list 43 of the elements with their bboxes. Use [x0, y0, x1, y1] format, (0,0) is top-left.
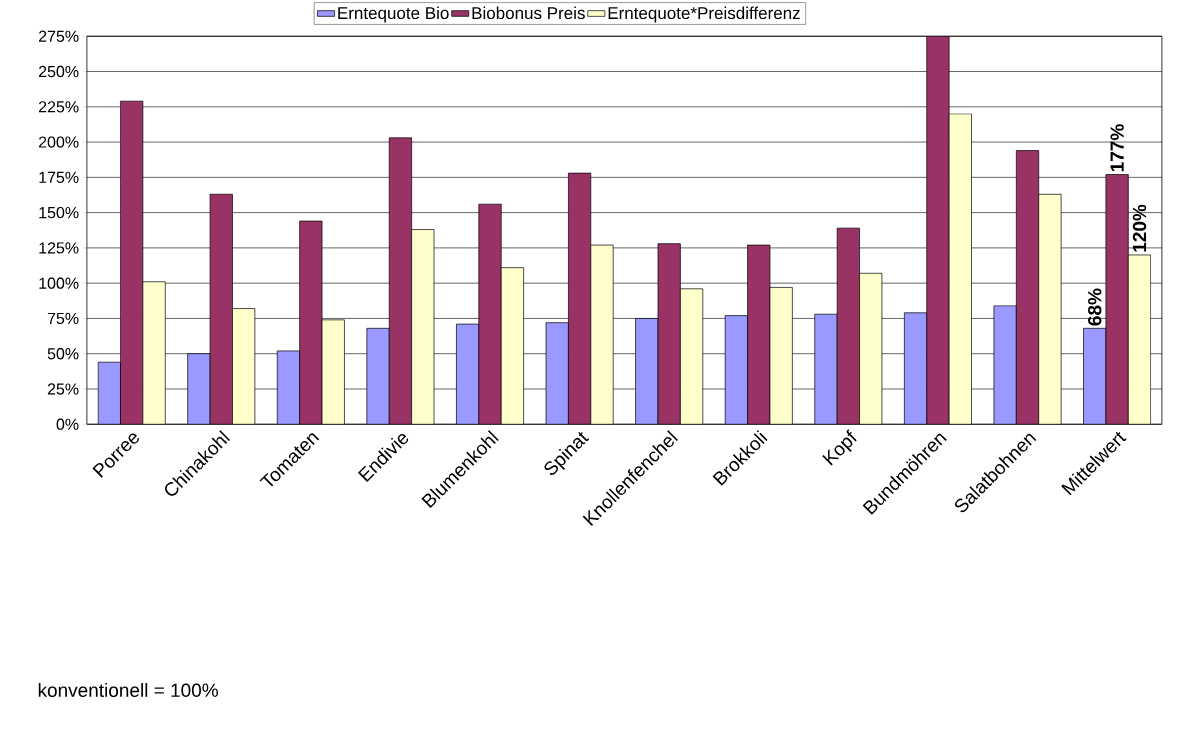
bar — [724, 315, 748, 425]
y-tick-label: 200% — [38, 136, 79, 148]
legend-label: Erntequote*Preisdifferenz — [608, 6, 800, 23]
y-tick-label: 100% — [39, 277, 79, 289]
bar — [545, 322, 569, 425]
bar — [657, 243, 681, 425]
legend-label: Biobonus Preis — [472, 6, 585, 20]
bar — [635, 318, 659, 425]
y-tick-label: 0% — [56, 418, 79, 430]
bar — [993, 305, 1017, 425]
data-label: 177% — [1110, 124, 1124, 172]
bar — [814, 313, 838, 425]
bar — [568, 172, 592, 425]
bar — [926, 36, 950, 425]
text: konventionell = 100% — [38, 683, 218, 697]
bar — [209, 193, 233, 425]
bar — [187, 353, 211, 425]
bar — [388, 137, 412, 425]
y-tick-label: 125% — [39, 242, 79, 254]
bar — [120, 100, 144, 425]
y-tick-label: 25% — [47, 383, 79, 395]
bar — [456, 323, 480, 425]
y-tick-label: 75% — [47, 312, 79, 325]
bar — [836, 227, 860, 425]
y-tick-label: 275% — [38, 30, 79, 42]
y-tick-label: 150% — [39, 206, 79, 219]
y-tick-label: 50% — [47, 348, 79, 360]
data-label: 120% — [1132, 204, 1147, 252]
legend-label: Erntequote Bio — [338, 6, 449, 23]
bar — [904, 312, 928, 425]
y-tick-label: 225% — [38, 101, 79, 113]
bar — [97, 361, 121, 425]
bar — [1015, 150, 1040, 425]
y-tick-label: 250% — [38, 65, 79, 78]
bar — [299, 220, 323, 425]
bar — [276, 350, 301, 425]
y-tick-label: 175% — [39, 171, 79, 183]
bar — [747, 244, 771, 425]
bar — [478, 203, 502, 425]
bar — [366, 327, 390, 425]
bar — [1083, 327, 1107, 425]
data-label: 68% — [1087, 288, 1102, 326]
bar — [1105, 174, 1129, 425]
